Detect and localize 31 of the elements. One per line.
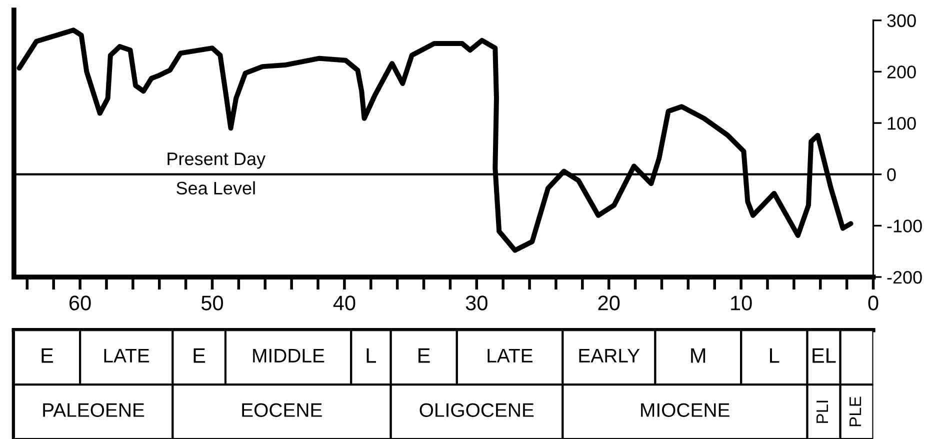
series-label: M: [691, 348, 706, 363]
series-label: OLIGOCENE: [420, 403, 534, 417]
series-label: E: [194, 348, 206, 363]
series-label: MIDDLE: [253, 348, 324, 362]
series-label: E: [418, 348, 430, 363]
x-tick-label: 20: [598, 296, 620, 310]
series-label: LATE: [488, 348, 532, 362]
x-tick-label: 30: [466, 296, 488, 310]
series-label: PLI: [816, 400, 828, 423]
y-tick-label: 300: [887, 14, 916, 28]
series-label: PALEOENE: [43, 403, 144, 417]
series-label: E: [42, 348, 54, 363]
y-tick-label: -100: [887, 220, 922, 232]
x-tick-label: 50: [201, 296, 224, 310]
x-tick-label: 0: [868, 296, 878, 310]
series-label: PLE: [850, 396, 862, 426]
series-label: MIOCENE: [641, 403, 730, 417]
x-tick-label: 10: [731, 296, 752, 310]
y-tick-label: 100: [888, 116, 916, 130]
y-tick-label: -200: [887, 270, 922, 284]
y-tick-label: 0: [887, 168, 896, 182]
x-tick-label: 60: [70, 296, 91, 310]
series-label: EARLY: [579, 348, 640, 362]
series-label: EOCENE: [242, 403, 322, 417]
series-label: L: [770, 348, 780, 363]
series-label: L: [366, 348, 376, 363]
y-tick-label: 200: [887, 66, 916, 78]
ref-line-label: Present Day Sea Level: [168, 152, 266, 195]
x-tick-label: 40: [333, 296, 356, 310]
series-label: EL: [812, 348, 836, 363]
series-label: LATE: [104, 348, 150, 362]
